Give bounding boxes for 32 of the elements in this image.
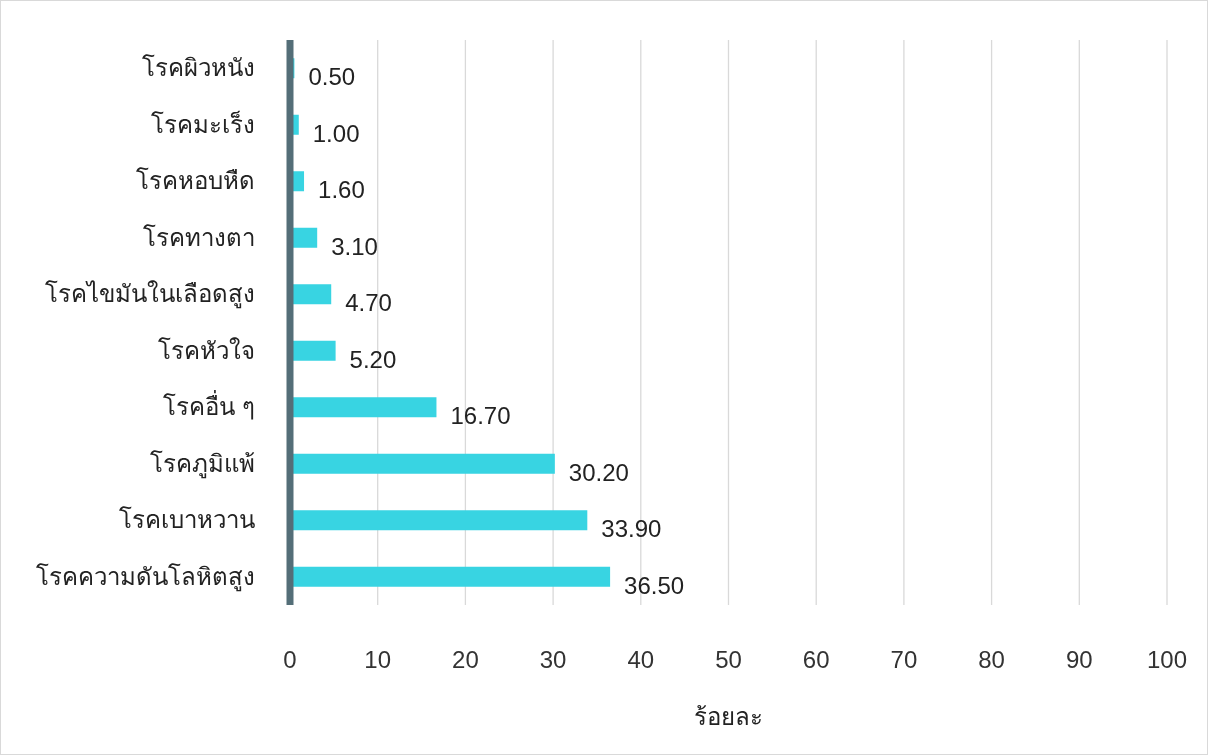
y-tick-label: โรคไขมันในเลือดสูง: [45, 280, 255, 310]
y-tick-label: โรคอื่น ๆ: [163, 390, 255, 421]
y-tick-label: โรคผิวหนัง: [142, 54, 255, 82]
x-tick-label: 20: [452, 646, 479, 673]
y-tick-label: โรคความดันโลหิตสูง: [36, 562, 255, 592]
y-tick-label: โรคทางตา: [143, 223, 255, 251]
x-tick-label: 10: [364, 646, 392, 673]
y-tick-label: โรคหัวใจ: [158, 336, 255, 364]
y-tick-label: โรคเบาหวาน: [119, 506, 255, 534]
x-axis-title: ร้อยละ: [694, 703, 763, 730]
data-label: 33.90: [601, 515, 662, 543]
data-label: 4.70: [345, 289, 392, 317]
x-tick-label: 0: [283, 646, 297, 673]
y-tick-label: โรคภูมิแพ้: [150, 449, 255, 479]
x-tick-label: 40: [627, 646, 655, 673]
x-tick-label: 70: [890, 646, 918, 673]
data-label: 30.20: [568, 458, 629, 486]
data-label: 5.20: [349, 345, 397, 373]
data-label: 16.70: [450, 402, 511, 430]
data-label: 1.00: [312, 119, 360, 147]
x-tick-label: 100: [1146, 646, 1188, 673]
x-tick-label: 60: [802, 646, 830, 673]
x-tick-label: 80: [978, 646, 1005, 673]
y-tick-label: โรคมะเร็ง: [151, 109, 255, 138]
data-label: 36.50: [624, 571, 685, 599]
x-tick-label: 50: [715, 646, 742, 673]
y-tick-label: โรคหอบหืด: [136, 167, 255, 195]
x-tick-label: 30: [539, 646, 567, 673]
x-tick-label: 90: [1065, 646, 1093, 673]
data-label: 1.60: [318, 176, 365, 204]
data-label: 0.50: [308, 63, 356, 91]
data-label: 3.10: [331, 232, 378, 260]
